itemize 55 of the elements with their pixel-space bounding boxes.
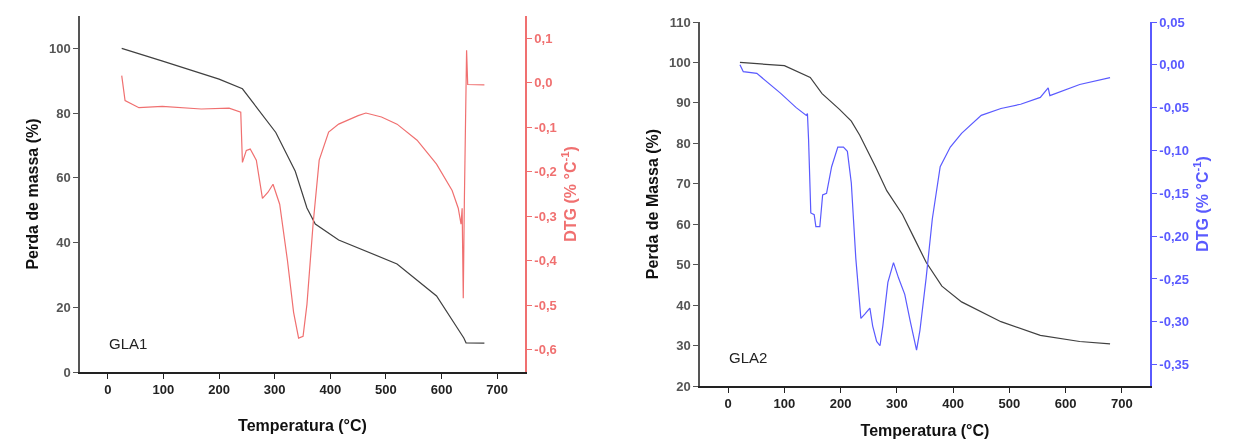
x-tick-label: 400 xyxy=(319,382,342,398)
y-tick-label: 20 xyxy=(676,378,691,394)
y2-tick-label: 0,05 xyxy=(1159,14,1185,30)
x-tick-label: 500 xyxy=(998,396,1021,412)
y-tick-label: 80 xyxy=(676,135,691,151)
y-tick-label: 110 xyxy=(669,14,691,30)
y2-tick-label: -0,3 xyxy=(534,208,557,224)
y-axis-title: Perda de Massa (%) xyxy=(643,128,661,280)
x-axis-title: Temperatura (°C) xyxy=(238,416,367,434)
annotation: GLA2 xyxy=(729,349,768,366)
y2-tick-label: 0,00 xyxy=(1159,57,1185,73)
x-tick-label: 700 xyxy=(1111,396,1133,412)
y-tick-label: 80 xyxy=(56,105,71,121)
y2-tick-label: -0,6 xyxy=(534,342,557,358)
x-tick-label: 600 xyxy=(430,382,453,398)
x-tick-label: 100 xyxy=(152,382,175,398)
x-tick-label: 300 xyxy=(886,396,908,412)
y-tick-label: 50 xyxy=(676,257,691,273)
x-tick-label: 200 xyxy=(208,382,230,398)
y2-tick-label: -0,15 xyxy=(1159,185,1189,201)
y-tick-label: 70 xyxy=(676,176,691,192)
x-tick-label: 600 xyxy=(1054,396,1077,412)
x-tick-label: 100 xyxy=(773,396,796,412)
y-tick-label: 60 xyxy=(676,216,691,232)
y2-tick-label: -0,05 xyxy=(1159,100,1189,116)
y2-tick-label: -0,20 xyxy=(1159,228,1189,244)
x-tick-label: 200 xyxy=(829,396,852,412)
y-axis-title: Perda de massa (%) xyxy=(23,118,41,270)
y-tick-label: 40 xyxy=(56,235,71,251)
y2-tick-label: -0,1 xyxy=(534,119,557,135)
x-tick-label: 0 xyxy=(724,396,732,412)
y2-tick-label: -0,4 xyxy=(534,253,558,269)
y-tick-label: 30 xyxy=(676,338,691,354)
x-axis-title: Temperatura (°C) xyxy=(860,422,990,439)
y-tick-label: 40 xyxy=(676,297,691,313)
x-tick-label: 300 xyxy=(263,382,286,398)
y2-tick-label: -0,5 xyxy=(534,297,557,313)
y2-tick-label: -0,2 xyxy=(534,164,557,180)
y-tick-label: 60 xyxy=(56,170,71,186)
y-tick-label: 0 xyxy=(63,364,71,380)
y2-tick-label: 0,0 xyxy=(534,75,553,91)
y-tick-label: 90 xyxy=(676,95,691,111)
y2-tick-label: -0,30 xyxy=(1159,314,1189,330)
y-tick-label: 100 xyxy=(668,54,691,70)
y-tick-label: 100 xyxy=(48,40,71,56)
y2-tick-label: -0,35 xyxy=(1159,357,1189,373)
y2-tick-label: -0,25 xyxy=(1159,271,1189,287)
y-tick-label: 20 xyxy=(56,299,71,315)
x-tick-label: 400 xyxy=(942,396,964,412)
x-tick-label: 0 xyxy=(104,382,112,398)
annotation: GLA1 xyxy=(109,335,148,352)
x-tick-label: 500 xyxy=(375,382,397,398)
y2-tick-label: -0,10 xyxy=(1159,143,1189,159)
y2-tick-label: 0,1 xyxy=(534,30,553,46)
x-tick-label: 700 xyxy=(486,382,509,398)
